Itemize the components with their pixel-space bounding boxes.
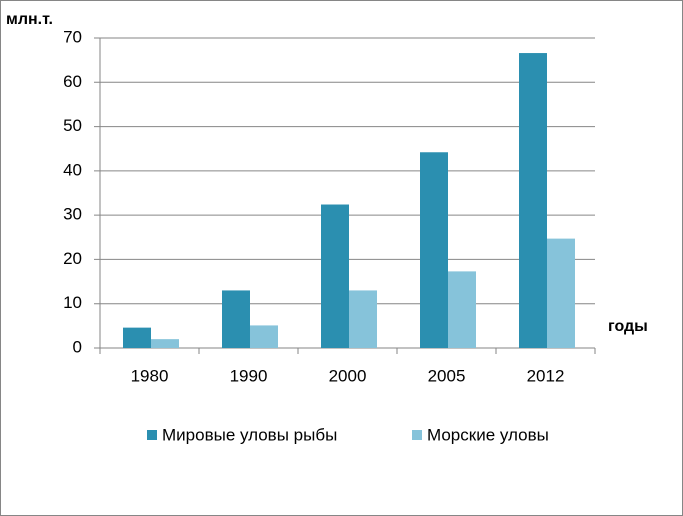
y-tick-label: 0 [73,337,82,356]
y-tick-label: 20 [63,249,82,268]
bar [151,339,179,348]
y-tick-label: 50 [63,116,82,135]
x-tick-label: 1990 [230,366,268,385]
y-tick-label: 30 [63,205,82,224]
x-axis-label: годы [608,318,648,335]
x-tick-label: 2005 [428,366,466,385]
bar [123,327,151,348]
bar [448,271,476,348]
bar [420,152,448,348]
bar [250,325,278,348]
legend-label: Мировые уловы рыбы [162,425,337,444]
y-tick-label: 60 [63,72,82,91]
y-tick-label: 10 [63,293,82,312]
bar [321,204,349,348]
legend-label: Морские уловы [427,425,549,444]
y-tick-label: 70 [63,27,82,46]
x-tick-label: 2012 [527,366,565,385]
bar [222,290,250,348]
x-tick-label: 1980 [131,366,169,385]
bar [547,238,575,348]
legend-swatch [412,430,422,440]
y-axis-label: млн.т. [6,11,53,28]
y-tick-label: 40 [63,160,82,179]
legend-swatch [147,430,157,440]
x-tick-label: 2000 [329,366,367,385]
bar [349,290,377,348]
bar [519,53,547,349]
